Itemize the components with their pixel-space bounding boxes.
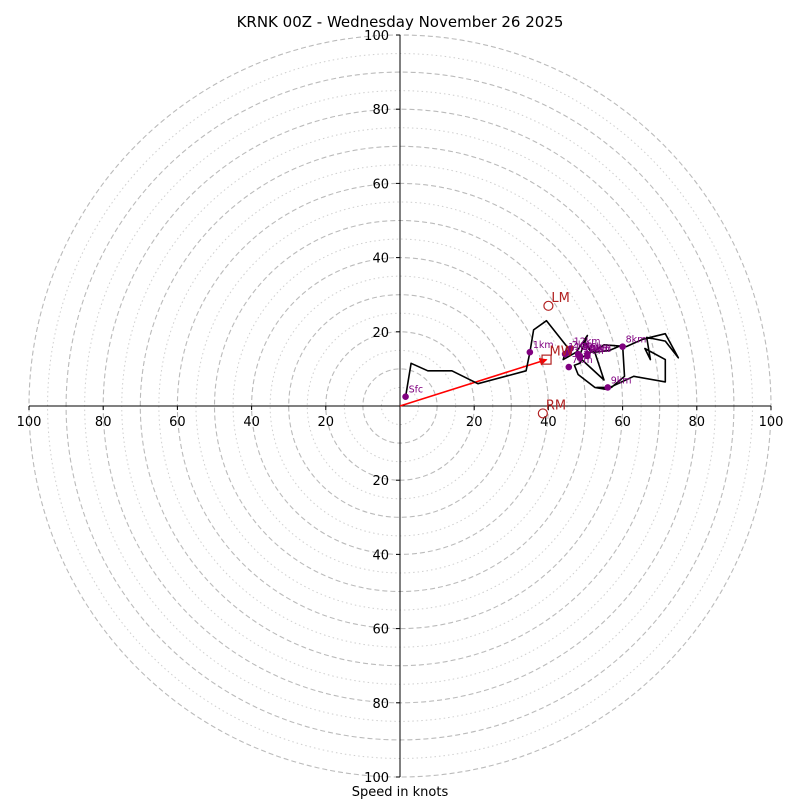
chart-title: KRNK 00Z - Wednesday November 26 2025 [237,13,564,31]
tick-label-left: 80 [95,415,112,430]
tick-label-down: 80 [372,697,389,712]
level-marker [604,384,612,391]
tick-label-right: 100 [759,415,784,430]
level-label: 7km [572,355,593,366]
tick-label-up: 80 [372,103,389,118]
level-label: 6km [590,342,611,353]
tick-label-left: 40 [243,415,260,430]
storm-motion-label: LM [551,291,569,306]
storm-motion-markers: LM RM MW [537,291,574,419]
tick-labels: 20 20 20 20 40 40 40 40 60 60 60 60 80 80 80 80 100 100 10… [17,29,784,786]
level-label: 2km [572,340,593,351]
tick-label-right: 40 [540,415,557,430]
x-axis-label: Speed in knots [352,785,449,800]
tick-label-right: 80 [689,415,706,430]
tick-label-right: 60 [614,415,631,430]
storm-motion-label: RM [546,398,566,413]
level-label: 4km [590,344,611,355]
level-label: 1km [533,340,554,351]
level-marker [402,393,409,401]
storm-motion-label: MW [550,345,574,360]
level-marker [576,352,584,360]
level-label: 9km [611,375,632,386]
level-label: 8km [626,335,647,346]
tick-label-down: 20 [372,474,389,489]
level-label: 11km [568,342,595,353]
tick-label-up: 60 [372,177,389,192]
tick-label-up: 40 [372,252,389,267]
storm-motion-marker [541,354,552,365]
level-marker [561,350,569,358]
tick-label-left: 100 [17,415,42,430]
level-label: 10km [583,344,610,355]
mean-wind-arrow-layer [399,357,548,407]
storm-motion-marker [543,300,554,311]
mean-wind-arrow [399,357,548,407]
storm-motion-marker [537,408,548,419]
tick-label-up: 100 [364,29,389,44]
tick-label-down: 60 [372,623,389,638]
level-label: Sfc [409,385,424,396]
level-marker [526,348,534,356]
tick-label-down: 100 [364,771,389,786]
tick-label-right: 20 [466,415,483,430]
level-label: 3km [581,342,602,353]
level-marker [565,363,573,371]
level-marker [584,350,591,358]
level-label: 5km [583,346,604,357]
tick-label-up: 20 [372,326,389,341]
tick-label-left: 20 [318,415,335,430]
level-marker [619,343,626,350]
tick-label-left: 60 [169,415,186,430]
level-marker [567,345,574,352]
level-label: 12km [574,336,601,347]
tick-label-down: 40 [372,548,389,563]
